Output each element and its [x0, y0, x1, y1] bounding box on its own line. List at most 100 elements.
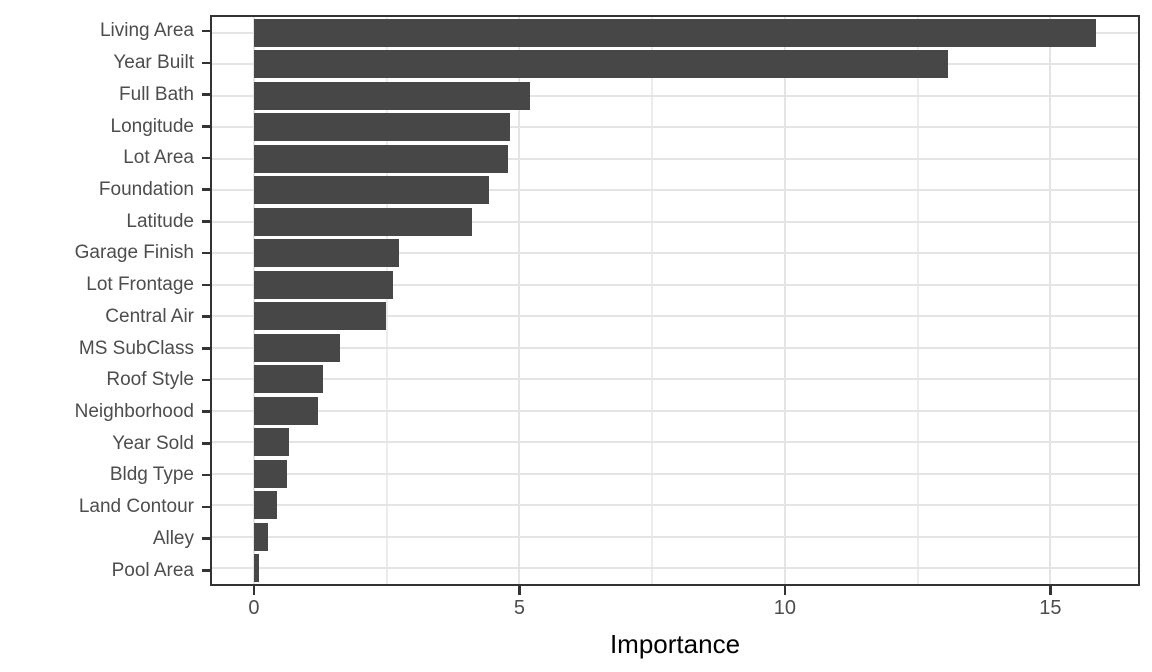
gridline-major-y [212, 441, 1138, 444]
y-axis-row: Year Built [0, 47, 210, 79]
bar-row [212, 269, 1138, 301]
y-tick-mark [202, 473, 210, 477]
gridline-major-y [212, 346, 1138, 349]
y-axis-row: Living Area [0, 15, 210, 47]
bar-row [212, 143, 1138, 175]
y-tick-mark [202, 125, 210, 128]
importance-bar-neighborhood [253, 396, 319, 425]
gridline-minor-x-12.5 [916, 17, 919, 584]
y-tick-label: Garage Finish [74, 242, 194, 264]
y-tick-mark [202, 156, 210, 160]
y-axis-row: Garage Finish [0, 237, 210, 269]
y-tick-mark [202, 61, 210, 65]
gridline-major-y [212, 315, 1138, 318]
bar-row [212, 206, 1138, 238]
importance-bar-full-bath [253, 81, 530, 110]
bar-row [212, 427, 1138, 459]
importance-bar-year-built [253, 50, 949, 79]
y-tick-mark [202, 93, 210, 96]
y-tick-mark [202, 569, 210, 572]
gridline-major-y [212, 94, 1138, 97]
gridline-major-x-10 [783, 17, 786, 584]
gridline-major-y [212, 535, 1138, 538]
importance-bar-land-contour [253, 491, 277, 520]
y-tick-label: Foundation [98, 178, 194, 200]
y-tick-mark [202, 188, 210, 191]
importance-bar-garage-finish [253, 239, 400, 268]
bar-rows [212, 17, 1138, 584]
y-axis-row: Longitude [0, 110, 210, 142]
gridline-major-y [212, 283, 1138, 286]
y-tick-label: Bldg Type [109, 464, 194, 486]
bar-row [212, 332, 1138, 364]
y-tick-label: Living Area [99, 20, 194, 42]
x-tick-mark-0 [252, 586, 256, 595]
y-tick-label: Lot Area [123, 147, 194, 169]
y-tick-label: Longitude [110, 115, 194, 137]
bar-row [212, 553, 1138, 585]
gridline-major-y [212, 252, 1138, 255]
y-tick-mark [202, 220, 210, 223]
gridline-major-y [212, 157, 1138, 160]
y-axis-row: Roof Style [0, 364, 210, 396]
importance-bar-central-air [253, 302, 386, 331]
importance-bar-longitude [253, 113, 511, 142]
importance-bar-roof-style [253, 365, 323, 394]
gridline-minor-x-2.5 [385, 17, 388, 584]
y-tick-mark [202, 347, 210, 350]
y-tick-label: Year Built [113, 52, 194, 74]
y-tick-label: Roof Style [106, 369, 194, 391]
gridline-minor-x-7.5 [651, 17, 654, 584]
y-axis-row: Land Contour [0, 491, 210, 523]
importance-bar-pool-area [253, 554, 259, 583]
y-tick-label: MS SubClass [78, 337, 194, 359]
importance-bar-living-area [253, 18, 1096, 47]
bar-row [212, 490, 1138, 522]
y-tick-label: Land Contour [78, 496, 194, 518]
x-tick-label-5: 5 [513, 597, 525, 619]
y-axis-row: Year Sold [0, 427, 210, 459]
y-axis-row: Lot Frontage [0, 269, 210, 301]
y-axis-row: Central Air [0, 300, 210, 332]
x-tick-label-15: 15 [1039, 597, 1062, 619]
y-axis-row: Full Bath [0, 78, 210, 110]
bar-row [212, 112, 1138, 144]
y-tick-mark [202, 442, 210, 445]
y-tick-label: Alley [152, 527, 194, 549]
y-axis-row: Bldg Type [0, 459, 210, 491]
y-tick-mark [202, 283, 210, 287]
plot-panel [210, 15, 1140, 586]
gridline-major-x-5 [518, 17, 521, 584]
y-axis-row: Neighborhood [0, 396, 210, 428]
bar-row [212, 17, 1138, 49]
y-tick-mark [202, 251, 210, 255]
bar-row [212, 175, 1138, 207]
bar-row [212, 364, 1138, 396]
importance-bar-latitude [253, 207, 473, 236]
y-tick-mark [202, 29, 210, 33]
x-tick-label-0: 0 [248, 597, 260, 619]
y-axis-row: Lot Area [0, 142, 210, 174]
importance-bar-year-sold [253, 428, 289, 457]
gridline-major-x-0 [252, 17, 255, 584]
y-tick-mark [202, 378, 210, 382]
gridline-major-y [212, 126, 1138, 129]
bar-row [212, 49, 1138, 81]
bar-row [212, 395, 1138, 427]
gridline-major-y [212, 504, 1138, 507]
y-tick-label: Year Sold [112, 432, 194, 454]
bar-row [212, 458, 1138, 490]
y-axis-row: Latitude [0, 205, 210, 237]
gridline-major-y [212, 189, 1138, 192]
gridline-major-y [212, 567, 1138, 570]
x-tick-mark-10 [783, 586, 787, 595]
y-tick-label: Full Bath [119, 83, 194, 105]
bar-row [212, 521, 1138, 553]
y-tick-mark [202, 505, 210, 509]
bar-row [212, 238, 1138, 270]
y-tick-mark [202, 537, 210, 540]
gridline-major-x-15 [1049, 17, 1052, 584]
bar-row [212, 301, 1138, 333]
y-axis-row: Pool Area [0, 554, 210, 586]
